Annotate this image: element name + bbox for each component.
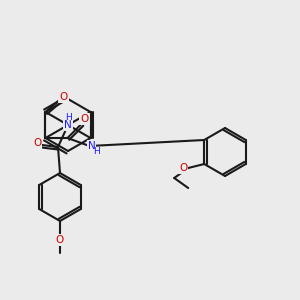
Text: O: O <box>59 92 68 102</box>
Text: N: N <box>88 141 95 151</box>
Text: N: N <box>64 120 72 130</box>
Text: O: O <box>33 138 41 148</box>
Text: O: O <box>80 114 88 124</box>
Text: N: N <box>64 120 72 130</box>
Text: H: H <box>66 112 72 122</box>
Text: O: O <box>179 163 187 173</box>
Text: H: H <box>93 148 100 157</box>
Text: O: O <box>56 235 64 245</box>
